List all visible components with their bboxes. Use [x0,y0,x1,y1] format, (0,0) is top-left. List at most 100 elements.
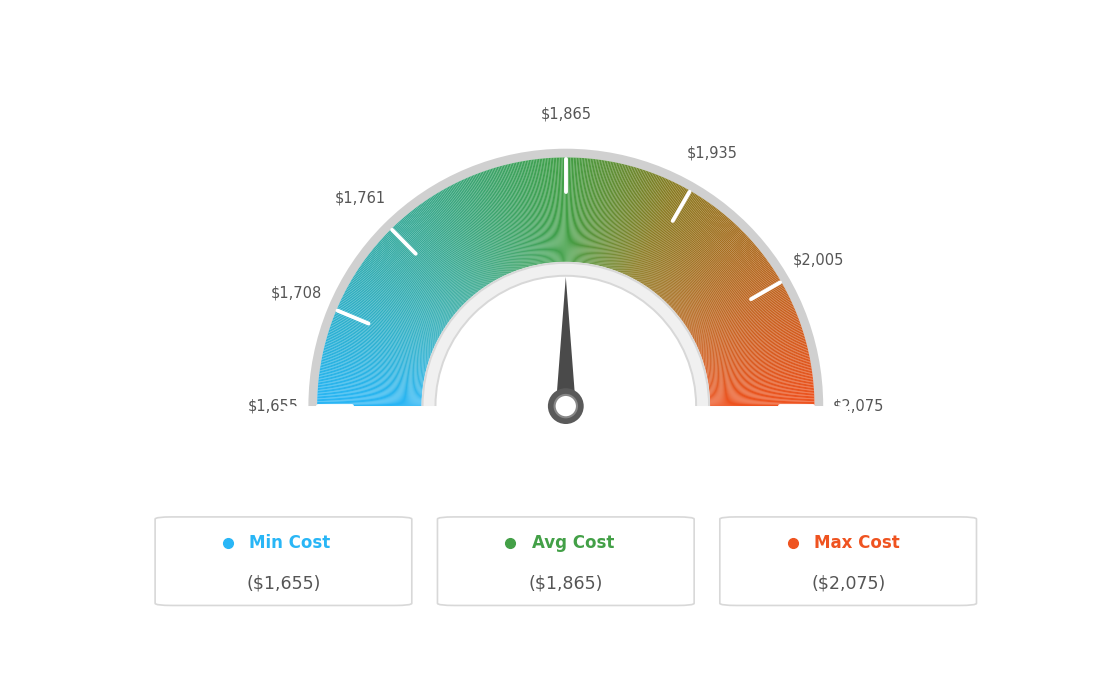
Wedge shape [688,273,776,330]
Wedge shape [571,157,575,262]
Wedge shape [365,257,450,321]
Wedge shape [586,160,602,264]
Wedge shape [538,159,551,263]
Text: $1,865: $1,865 [540,106,592,121]
Wedge shape [646,199,704,286]
Wedge shape [704,335,805,366]
Wedge shape [577,158,587,262]
Wedge shape [553,157,560,262]
Wedge shape [386,233,463,306]
Wedge shape [318,381,423,393]
Wedge shape [693,290,787,339]
Wedge shape [514,162,537,265]
Wedge shape [323,349,425,374]
Wedge shape [335,313,432,353]
Wedge shape [614,172,650,270]
Wedge shape [361,264,447,324]
Wedge shape [403,217,471,297]
Wedge shape [477,173,516,271]
Wedge shape [370,253,453,317]
Wedge shape [702,325,802,359]
Wedge shape [691,282,783,335]
Wedge shape [317,398,422,402]
Wedge shape [320,367,423,384]
Wedge shape [346,289,438,339]
Wedge shape [707,351,808,375]
Wedge shape [320,368,423,385]
Wedge shape [450,185,499,279]
Wedge shape [440,190,493,282]
Wedge shape [320,366,424,384]
Wedge shape [404,217,473,297]
Wedge shape [335,315,432,354]
Wedge shape [369,254,452,318]
Wedge shape [710,402,815,404]
Wedge shape [322,352,425,375]
Text: ($1,655): ($1,655) [246,575,320,593]
Wedge shape [340,300,435,346]
Wedge shape [363,262,448,323]
Wedge shape [321,357,424,378]
Wedge shape [698,306,794,349]
Wedge shape [710,395,815,401]
Wedge shape [603,166,630,267]
Wedge shape [558,157,562,262]
Wedge shape [705,342,806,369]
Wedge shape [635,188,687,280]
Wedge shape [666,227,740,303]
Wedge shape [643,195,699,284]
Wedge shape [574,158,582,262]
Wedge shape [659,217,728,297]
Wedge shape [484,171,519,270]
Wedge shape [709,373,813,388]
Wedge shape [541,159,552,263]
Wedge shape [699,310,796,351]
Wedge shape [336,312,433,352]
Wedge shape [698,304,794,348]
Wedge shape [689,275,778,331]
Wedge shape [619,175,659,273]
Wedge shape [445,188,497,280]
Wedge shape [326,342,426,369]
Wedge shape [660,217,729,297]
Wedge shape [424,264,708,406]
Wedge shape [634,187,684,279]
Wedge shape [623,178,666,274]
Wedge shape [497,167,527,268]
Wedge shape [308,149,824,406]
Wedge shape [371,250,454,316]
Wedge shape [608,168,639,268]
Wedge shape [683,262,769,324]
Wedge shape [317,402,422,404]
Wedge shape [490,168,523,268]
Wedge shape [390,229,465,304]
Wedge shape [351,279,442,333]
Wedge shape [376,244,456,313]
Wedge shape [704,334,804,365]
Wedge shape [363,260,449,322]
Wedge shape [700,316,798,355]
Wedge shape [709,381,814,393]
Wedge shape [406,215,474,295]
Text: $2,005: $2,005 [793,253,845,268]
Wedge shape [537,159,550,263]
Wedge shape [466,178,509,274]
Wedge shape [318,392,422,399]
Wedge shape [709,372,813,387]
Wedge shape [613,171,648,270]
Wedge shape [612,170,647,270]
Wedge shape [522,161,541,264]
Wedge shape [684,265,772,325]
Wedge shape [355,272,445,329]
Wedge shape [646,199,705,287]
Wedge shape [644,197,702,285]
Wedge shape [707,349,808,374]
Wedge shape [703,329,803,362]
Wedge shape [701,317,798,355]
Wedge shape [619,175,660,273]
Wedge shape [625,179,669,275]
Wedge shape [629,182,676,277]
Wedge shape [605,167,635,268]
Wedge shape [570,157,574,262]
Wedge shape [393,226,466,302]
